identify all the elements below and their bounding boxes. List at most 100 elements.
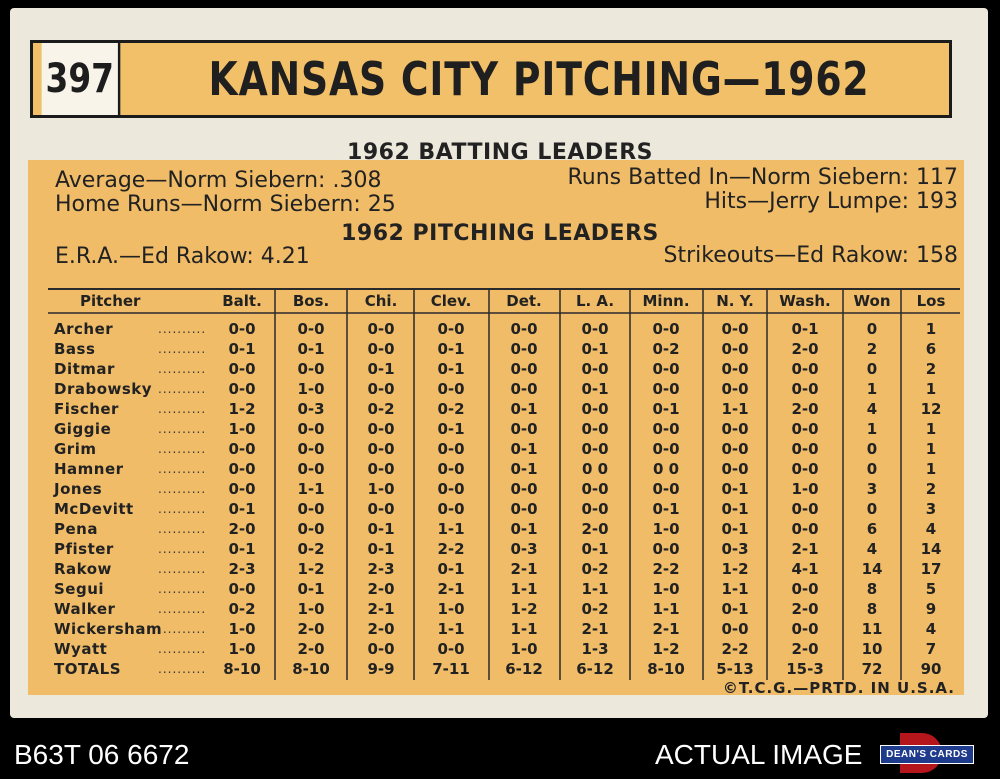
- table-cell: 0-1: [437, 420, 465, 438]
- table-cell: 0-0: [228, 480, 256, 498]
- leader-dots: ..........: [158, 522, 207, 536]
- table-cell: 0-0: [437, 380, 465, 398]
- table-cell: 0-1: [510, 440, 538, 458]
- table-cell: 0-0: [510, 420, 538, 438]
- table-cell: 0-1: [581, 340, 609, 358]
- column-header-pitcher: Pitcher: [80, 292, 141, 310]
- table-cell: 2-0: [791, 640, 819, 658]
- table-cell: 1: [925, 440, 937, 458]
- table-cell: 0: [866, 440, 878, 458]
- table-cell: 0-0: [367, 340, 395, 358]
- table-cell: 2-1: [510, 560, 538, 578]
- table-cell: 0-0: [437, 480, 465, 498]
- table-cell: 0-1: [437, 340, 465, 358]
- table-cell: 1: [925, 420, 937, 438]
- leader-dots: ..........: [158, 482, 207, 496]
- table-cell: 2-2: [437, 540, 465, 558]
- table-cell: 1-0: [510, 640, 538, 658]
- table-cell: 6: [925, 340, 937, 358]
- table-cell: 9-9: [367, 660, 395, 678]
- leader-dots: ..........: [158, 342, 207, 356]
- leader-hits: Hits—Jerry Lumpe: 193: [704, 189, 958, 214]
- table-cell: 0-0: [652, 440, 680, 458]
- table-cell: 0-1: [721, 520, 749, 538]
- deans-cards-logo: DEAN'S CARDS: [878, 733, 974, 773]
- table-cell: 0-0: [581, 500, 609, 518]
- table-cell: 4: [925, 520, 937, 538]
- table-cell: 0-0: [510, 500, 538, 518]
- table-cell: 2-0: [297, 620, 325, 638]
- column-header-2: Bos.: [292, 292, 330, 310]
- table-cell: 1-0: [652, 520, 680, 538]
- table-cell: 12: [920, 400, 942, 418]
- table-cell: 4-1: [791, 560, 819, 578]
- table-cell: 1-2: [652, 640, 680, 658]
- leader-dots: ..........: [158, 622, 207, 636]
- pitching-leaders-title: 1962 PITCHING LEADERS: [341, 221, 659, 246]
- table-cell: 1-3: [581, 640, 609, 658]
- table-cell: 0-0: [791, 580, 819, 598]
- table-row-pitcher-name: Fischer: [54, 400, 119, 418]
- table-cell: 2-3: [367, 560, 395, 578]
- table-cell: 8: [866, 580, 878, 598]
- table-cell: 6-12: [576, 660, 614, 678]
- table-cell: 0-0: [791, 460, 819, 478]
- table-cell: 0-0: [791, 500, 819, 518]
- table-cell: 0-3: [510, 540, 538, 558]
- table-cell: 7-11: [432, 660, 470, 678]
- table-cell: 2-0: [791, 400, 819, 418]
- table-cell: 0-2: [228, 600, 256, 618]
- table-cell: 0-1: [581, 380, 609, 398]
- table-cell: 5: [925, 580, 937, 598]
- table-cell: 0-0: [721, 340, 749, 358]
- card-id-label: B63T 06 6672: [14, 739, 190, 770]
- leader-dots: ..........: [158, 662, 207, 676]
- column-header-4: Clev.: [430, 292, 472, 310]
- table-cell: 0-0: [437, 640, 465, 658]
- table-cell: 0-0: [228, 440, 256, 458]
- table-cell: 9: [925, 600, 937, 618]
- leader-home-runs: Home Runs—Norm Siebern: 25: [55, 192, 396, 217]
- table-cell: 0-0: [367, 380, 395, 398]
- leader-era: E.R.A.—Ed Rakow: 4.21: [55, 244, 310, 269]
- table-cell: 1: [925, 320, 937, 338]
- table-cell: 2-0: [367, 580, 395, 598]
- table-cell: 0-0: [367, 440, 395, 458]
- table-row-pitcher-name: TOTALS: [54, 660, 122, 678]
- column-header-6: L. A.: [575, 292, 615, 310]
- table-cell: 0-0: [721, 620, 749, 638]
- logo-banner: DEAN'S CARDS: [880, 745, 974, 764]
- table-cell: 1-0: [437, 600, 465, 618]
- table-cell: 1-0: [652, 580, 680, 598]
- leader-dots: ..........: [158, 322, 207, 336]
- table-cell: 0-0: [652, 540, 680, 558]
- table-cell: 1-2: [297, 560, 325, 578]
- actual-image-label: ACTUAL IMAGE: [655, 739, 863, 770]
- table-row-pitcher-name: Grim: [54, 440, 97, 458]
- copyright-line: ©T.C.G.—PRTD. IN U.S.A.: [722, 679, 955, 697]
- table-cell: 0: [866, 360, 878, 378]
- table-cell: 1-0: [791, 480, 819, 498]
- table-cell: 1-1: [581, 580, 609, 598]
- column-header-8: N. Y.: [716, 292, 754, 310]
- table-cell: 0-2: [581, 600, 609, 618]
- table-cell: 0-2: [437, 400, 465, 418]
- table-cell: 0-1: [510, 520, 538, 538]
- table-cell: 0-0: [510, 380, 538, 398]
- leader-dots: ..........: [158, 462, 207, 476]
- table-cell: 1: [866, 380, 878, 398]
- table-cell: 0-1: [437, 560, 465, 578]
- table-cell: 2-0: [791, 340, 819, 358]
- table-cell: 2-2: [652, 560, 680, 578]
- table-cell: 0-0: [367, 460, 395, 478]
- table-cell: 0-0: [791, 520, 819, 538]
- table-cell: 0-0: [721, 320, 749, 338]
- table-cell: 3: [866, 480, 878, 498]
- table-cell: 0-0: [228, 580, 256, 598]
- table-cell: 0: [866, 320, 878, 338]
- table-cell: 0-0: [367, 320, 395, 338]
- table-cell: 0-2: [297, 540, 325, 558]
- leader-dots: ..........: [158, 602, 207, 616]
- table-cell: 0-0: [652, 420, 680, 438]
- table-cell: 0: [866, 500, 878, 518]
